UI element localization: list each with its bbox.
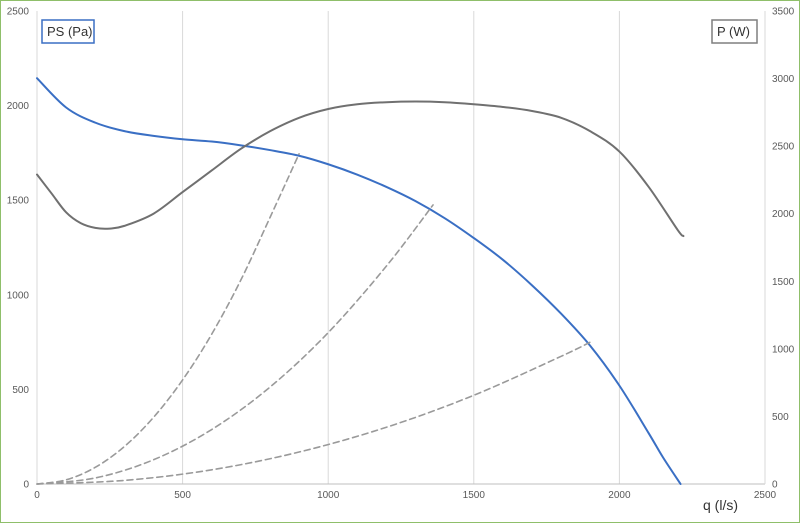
x-tick-label-4: 2000 — [608, 490, 631, 501]
left-axis-label: PS (Pa) — [47, 24, 93, 39]
x-tick-label-0: 0 — [34, 490, 40, 501]
x-tick-label-1: 500 — [174, 490, 191, 501]
y-right-tick-label-1: 500 — [772, 412, 789, 423]
y-left-tick-label-2: 1000 — [7, 290, 30, 301]
y-left-tick-label-3: 1500 — [7, 196, 30, 207]
x-axis-label: q (l/s) — [703, 497, 738, 513]
x-tick-label-5: 2500 — [754, 490, 777, 501]
y-right-tick-label-7: 3500 — [772, 7, 795, 18]
y-right-tick-label-0: 0 — [772, 480, 778, 491]
system-curve-3 — [36, 204, 434, 485]
system-curve-4 — [36, 341, 592, 485]
system-curve-2 — [36, 153, 300, 485]
y-left-tick-label-5: 2500 — [7, 7, 30, 18]
y-right-tick-label-5: 2500 — [772, 142, 795, 153]
y-right-tick-label-2: 1000 — [772, 344, 795, 355]
x-tick-label-3: 1500 — [463, 490, 486, 501]
series-line-0 — [36, 77, 682, 485]
y-right-tick-label-3: 1500 — [772, 277, 795, 288]
right-axis-label: P (W) — [717, 24, 750, 39]
y-right-tick-label-6: 3000 — [772, 74, 795, 85]
x-tick-label-2: 1000 — [317, 490, 340, 501]
left-axis-label-box: PS (Pa) — [41, 19, 95, 44]
y-left-tick-label-1: 500 — [12, 385, 29, 396]
y-left-tick-label-4: 2000 — [7, 101, 30, 112]
right-axis-label-box: P (W) — [711, 19, 758, 44]
series-group — [36, 77, 685, 485]
y-left-tick-label-0: 0 — [23, 480, 29, 491]
axes — [36, 11, 766, 485]
y-right-tick-label-4: 2000 — [772, 209, 795, 220]
tick-labels: 0 500 1000 1500 2000 250005001000150020002500… — [7, 7, 795, 502]
series-line-1 — [36, 100, 685, 238]
